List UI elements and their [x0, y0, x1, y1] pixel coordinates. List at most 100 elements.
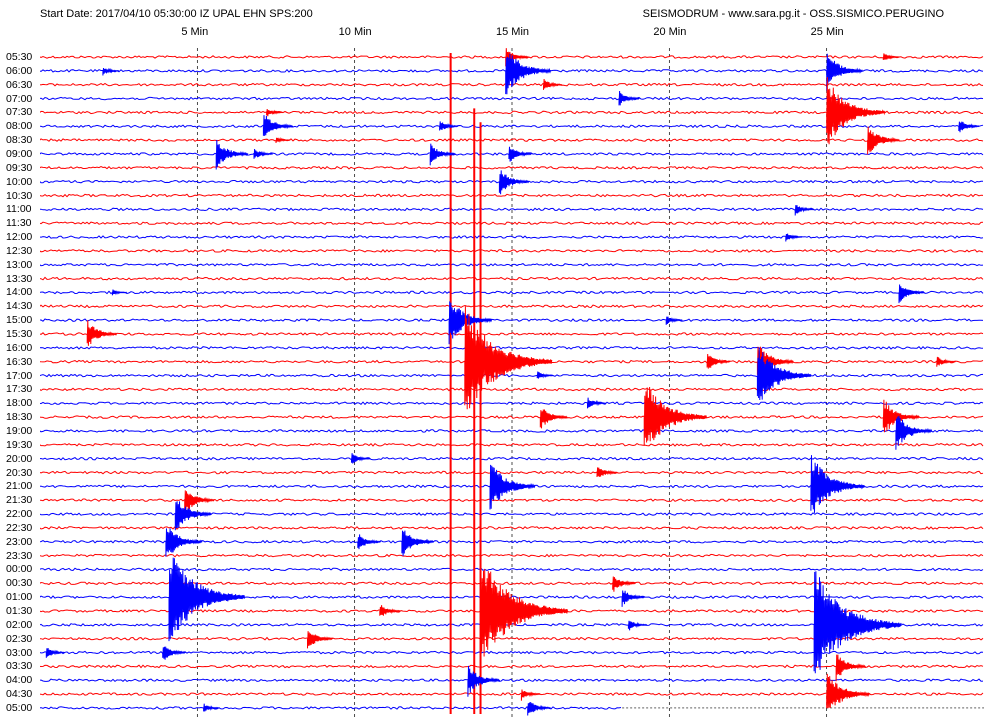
- row-time-label: 20:30: [6, 466, 33, 479]
- seismic-event: [794, 205, 815, 216]
- seismic-event: [936, 356, 956, 367]
- row-time-label: 12:30: [6, 244, 33, 257]
- trace-row-0730: [39, 110, 984, 115]
- seismic-event: [162, 646, 186, 660]
- trace-row-0400: [39, 678, 984, 683]
- trace-row-1030: [39, 193, 984, 198]
- seismic-event: [596, 467, 618, 478]
- row-time-label: 13:30: [6, 272, 33, 285]
- trace-row-1100: [39, 207, 984, 212]
- seismic-event: [262, 115, 294, 136]
- row-time-label: 01:00: [6, 591, 33, 604]
- row-time-label: 06:00: [6, 64, 33, 77]
- seismic-event: [867, 126, 900, 155]
- trace-row-0300: [39, 650, 984, 655]
- seismic-event: [505, 48, 529, 67]
- trace-row-0500: [39, 706, 622, 710]
- row-time-label: 17:00: [6, 369, 33, 382]
- seismic-event: [102, 67, 120, 76]
- row-time-label: 13:00: [6, 258, 33, 271]
- seismic-event: [489, 464, 536, 510]
- seismic-event: [480, 568, 568, 665]
- row-time-label: 04:00: [6, 674, 33, 687]
- seismic-event: [785, 233, 803, 242]
- row-time-label: 05:30: [6, 51, 33, 63]
- row-time-label: 18:00: [6, 397, 33, 410]
- seismic-event: [958, 121, 980, 133]
- row-time-label: 17:30: [6, 383, 33, 396]
- trace-row-2330: [39, 553, 984, 558]
- row-time-label: 22:00: [6, 508, 33, 521]
- trace-row-1330: [39, 276, 984, 281]
- row-time-label: 23:30: [6, 549, 33, 562]
- seismic-event: [706, 353, 731, 369]
- seismic-event: [168, 557, 246, 642]
- row-time-label: 16:00: [6, 341, 33, 354]
- trace-row-2000: [39, 456, 984, 461]
- trace-row-0000: [39, 567, 984, 572]
- seismic-event: [275, 136, 291, 144]
- row-time-label: 04:30: [6, 688, 33, 701]
- seismic-event: [520, 689, 541, 701]
- seismic-event: [627, 620, 648, 631]
- row-time-label: 09:00: [6, 147, 33, 160]
- seismic-event: [448, 301, 493, 345]
- row-time-label: 08:00: [6, 120, 33, 133]
- trace-row-0430: [39, 692, 984, 697]
- row-time-label: 15:00: [6, 314, 33, 327]
- row-time-label: 03:30: [6, 660, 33, 673]
- row-time-label: 15:30: [6, 328, 33, 340]
- trace-row-0330: [39, 664, 984, 669]
- seismic-event: [498, 170, 530, 195]
- seismic-event: [826, 77, 886, 145]
- trace-row-1600: [39, 345, 984, 350]
- seismic-event: [826, 53, 864, 91]
- seismic-event: [505, 53, 552, 95]
- row-time-label: 01:30: [6, 605, 33, 617]
- row-time-label: 03:00: [6, 646, 33, 659]
- trace-row-2230: [39, 526, 984, 530]
- seismic-event: [467, 665, 501, 697]
- trace-row-0830: [39, 138, 984, 142]
- seismic-event: [539, 409, 568, 429]
- seismic-event: [621, 590, 646, 607]
- seismic-event: [379, 605, 401, 616]
- seismic-event: [810, 455, 865, 513]
- seismic-event: [665, 316, 683, 325]
- trace-row-1230: [39, 249, 984, 253]
- seismic-event: [527, 701, 551, 716]
- seismic-event: [756, 347, 812, 401]
- row-time-label: 02:30: [6, 632, 33, 645]
- trace-row-1930: [39, 442, 984, 447]
- row-time-label: 20:00: [6, 452, 33, 465]
- trace-row-1430: [39, 304, 984, 309]
- trace-row-1800: [39, 401, 984, 406]
- row-time-label: 07:30: [6, 106, 33, 119]
- start-date-label: Start Date: 2017/04/10 05:30:00 IZ UPAL …: [40, 8, 313, 20]
- seismic-event: [429, 143, 456, 166]
- row-time-label: 09:30: [6, 161, 33, 174]
- seismic-event: [813, 571, 902, 674]
- seismic-event: [184, 490, 215, 512]
- seismic-event: [253, 148, 273, 159]
- row-time-label: 22:30: [6, 521, 33, 534]
- seismic-event: [826, 673, 870, 709]
- x-tick-label: 15 Min: [496, 26, 530, 38]
- seismic-event: [543, 78, 563, 90]
- row-time-label: 11:30: [6, 217, 32, 230]
- row-time-label: 12:00: [6, 231, 33, 244]
- seismic-event: [215, 139, 249, 170]
- seismic-event: [882, 53, 900, 61]
- time-row-labels: 05:30 06:00 06:30 07:00 07:30 08:00 08:30 09:00…: [0, 48, 40, 718]
- x-tick-label: 5 Min: [181, 26, 209, 38]
- row-time-label: 19:00: [6, 424, 33, 437]
- seismic-event: [587, 397, 607, 409]
- row-time-label: 21:00: [6, 480, 33, 493]
- row-time-label: 23:00: [6, 535, 33, 548]
- seismic-event: [45, 648, 66, 658]
- seismic-event: [401, 530, 435, 557]
- seismic-event: [612, 576, 636, 592]
- seismic-event: [882, 399, 920, 433]
- trace-row-0930: [39, 165, 984, 170]
- row-time-label: 00:00: [6, 563, 33, 576]
